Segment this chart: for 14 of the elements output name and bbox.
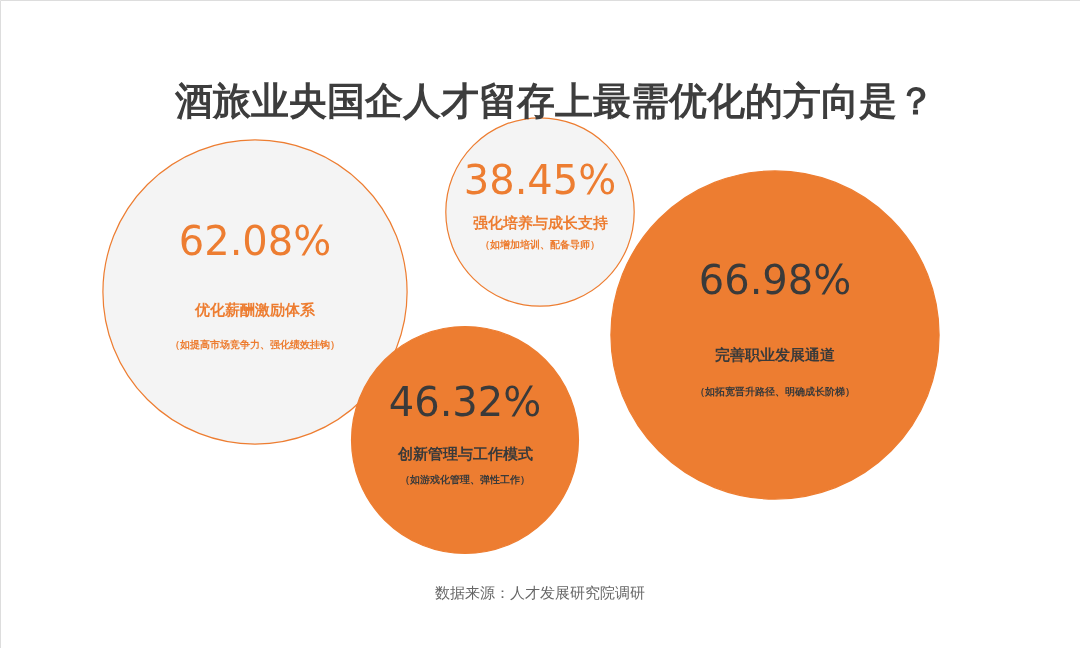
source-note: 数据来源：人才发展研究院调研: [435, 584, 645, 602]
data-label: 66.98%: [698, 257, 852, 304]
data-label: 38.45%: [463, 156, 617, 203]
text: （如增加培训、配备导师）: [480, 238, 600, 250]
category-label: 强化培养与成长支持: [472, 214, 608, 233]
text: （如提高市场竞争力、强化绩效挂钩）: [170, 339, 340, 351]
category-label: 完善职业发展通道: [715, 345, 836, 364]
data-label: 62.08%: [178, 218, 332, 265]
text: （如游戏化管理、弹性工作）: [400, 473, 530, 485]
category-label: 创新管理与工作模式: [396, 444, 533, 463]
text: （如拓宽晋升路径、明确成长阶梯）: [695, 386, 855, 398]
category-label: 优化薪酬激励体系: [194, 301, 316, 320]
data-label: 46.32%: [388, 378, 542, 425]
text: 酒旅业央国企人才留存上最需优化的方向是？: [174, 79, 935, 123]
